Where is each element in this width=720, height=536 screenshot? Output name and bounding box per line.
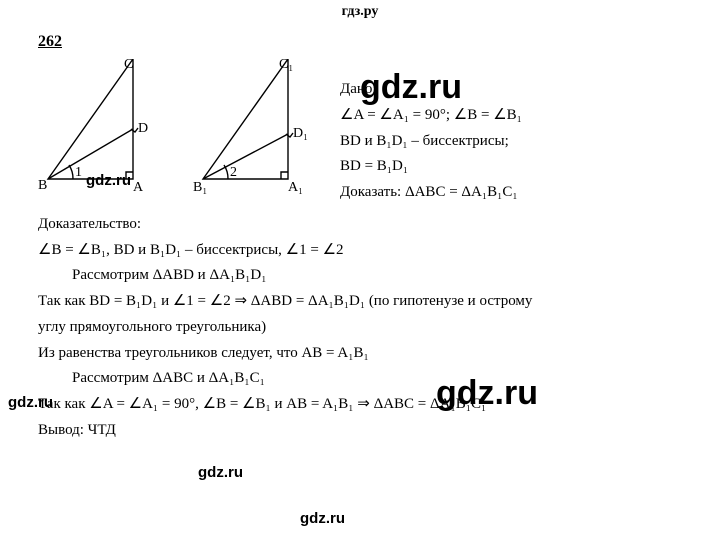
given-line2: BD и B₁D₁ – биссектрисы; <box>340 131 522 153</box>
given-block: Дано: ∠A = ∠A₁ = 90°; ∠B = ∠B₁ BD и B₁D₁… <box>340 59 522 208</box>
label-angle-2: 2 <box>230 165 237 180</box>
content-area: 262 B A C D 1 <box>0 20 720 442</box>
proof-l2: Рассмотрим ΔABD и ΔA₁B₁D₁ <box>38 265 682 287</box>
proof-l6: Рассмотрим ΔABC и ΔA₁B₁C₁ <box>38 368 682 390</box>
triangle-diagram-1: B A C D 1 <box>38 59 173 199</box>
watermark-text: gdz.ru <box>198 464 243 481</box>
proof-block: Доказательство: ∠B = ∠B₁, BD и B₁D₁ – би… <box>38 214 682 442</box>
triangle-diagram-2: B₁ A₁ C₁ D₁ 2 <box>193 59 328 199</box>
given-line1: ∠A = ∠A₁ = 90°; ∠B = ∠B₁ <box>340 105 522 127</box>
proof-l7: Так как ∠A = ∠A₁ = 90°, ∠B = ∠B₁ и AB = … <box>38 394 682 416</box>
diagrams-container: B A C D 1 B₁ A₁ C₁ <box>38 59 328 199</box>
top-row: B A C D 1 B₁ A₁ C₁ <box>38 59 682 208</box>
proof-l1: ∠B = ∠B₁, BD и B₁D₁ – биссектрисы, ∠1 = … <box>38 240 682 262</box>
given-title: Дано: <box>340 79 522 101</box>
label-A: A <box>133 180 144 195</box>
given-prove: Доказать: ΔABC = ΔA₁B₁C₁ <box>340 182 522 204</box>
watermark-text: gdz.ru <box>300 510 345 527</box>
proof-l8: Вывод: ЧТД <box>38 420 682 442</box>
proof-title: Доказательство: <box>38 214 682 236</box>
proof-l4: углу прямоугольного треугольника) <box>38 317 682 339</box>
label-A1: A₁ <box>288 180 303 195</box>
site-header: гдз.ру <box>0 0 720 20</box>
given-line3: BD = B₁D₁ <box>340 156 522 178</box>
label-C: C <box>124 59 133 72</box>
label-B: B <box>38 178 47 193</box>
proof-l3: Так как BD = B₁D₁ и ∠1 = ∠2 ⇒ ΔABD = ΔA₁… <box>38 291 682 313</box>
problem-number: 262 <box>38 30 682 53</box>
label-D: D <box>138 121 148 136</box>
proof-l5: Из равенства треугольников следует, что … <box>38 343 682 365</box>
label-angle-1: 1 <box>75 165 82 180</box>
label-D1: D₁ <box>293 126 308 141</box>
label-C1: C₁ <box>279 59 293 72</box>
label-B1: B₁ <box>193 180 207 195</box>
